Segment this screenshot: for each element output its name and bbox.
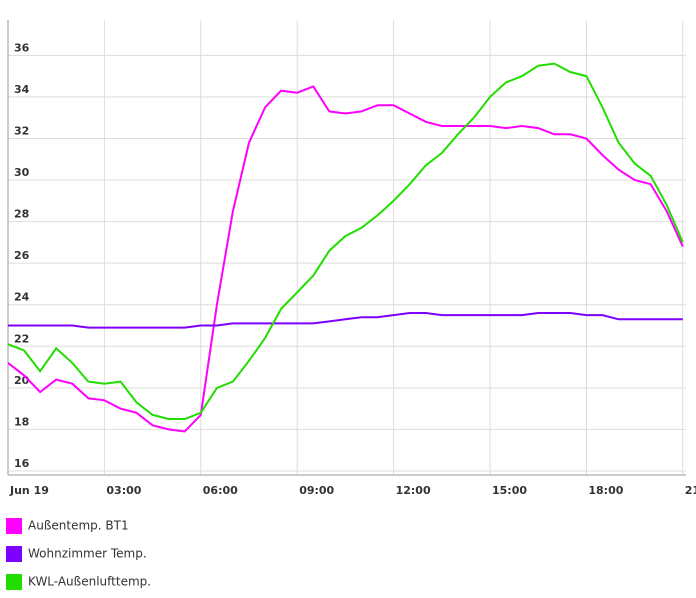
y-tick-label: 26 xyxy=(14,249,30,262)
x-tick-label: 12:00 xyxy=(396,484,431,497)
series-line xyxy=(7,62,684,420)
y-tick-label: 20 xyxy=(14,374,30,387)
y-tick-label: 30 xyxy=(14,166,30,179)
x-tick-label: 15:00 xyxy=(492,484,527,497)
x-tick-label: 09:00 xyxy=(299,484,334,497)
x-tick-label: 21:00 xyxy=(685,484,696,497)
x-tick-label: 03:00 xyxy=(106,484,141,497)
y-tick-label: 22 xyxy=(14,332,29,345)
y-tick-label: 16 xyxy=(14,457,30,470)
legend-label[interactable]: KWL-Außenlufttemp. xyxy=(28,575,151,589)
legend-swatch[interactable] xyxy=(6,546,22,562)
series-line xyxy=(7,85,684,433)
series-line xyxy=(8,312,683,329)
legend-label[interactable]: Außentemp. BT1 xyxy=(28,519,129,533)
y-tick-label: 24 xyxy=(14,291,30,304)
x-tick-label: Jun 19 xyxy=(9,484,49,497)
y-tick-label: 36 xyxy=(14,41,30,54)
y-tick-label: 18 xyxy=(14,415,29,428)
y-tick-label: 34 xyxy=(14,83,30,96)
x-tick-label: 06:00 xyxy=(203,484,238,497)
legend-swatch[interactable] xyxy=(6,574,22,590)
legend-swatch[interactable] xyxy=(6,518,22,534)
legend-label[interactable]: Wohnzimmer Temp. xyxy=(28,547,147,561)
y-tick-label: 28 xyxy=(14,208,29,221)
x-tick-label: 18:00 xyxy=(588,484,623,497)
y-tick-label: 32 xyxy=(14,124,29,137)
